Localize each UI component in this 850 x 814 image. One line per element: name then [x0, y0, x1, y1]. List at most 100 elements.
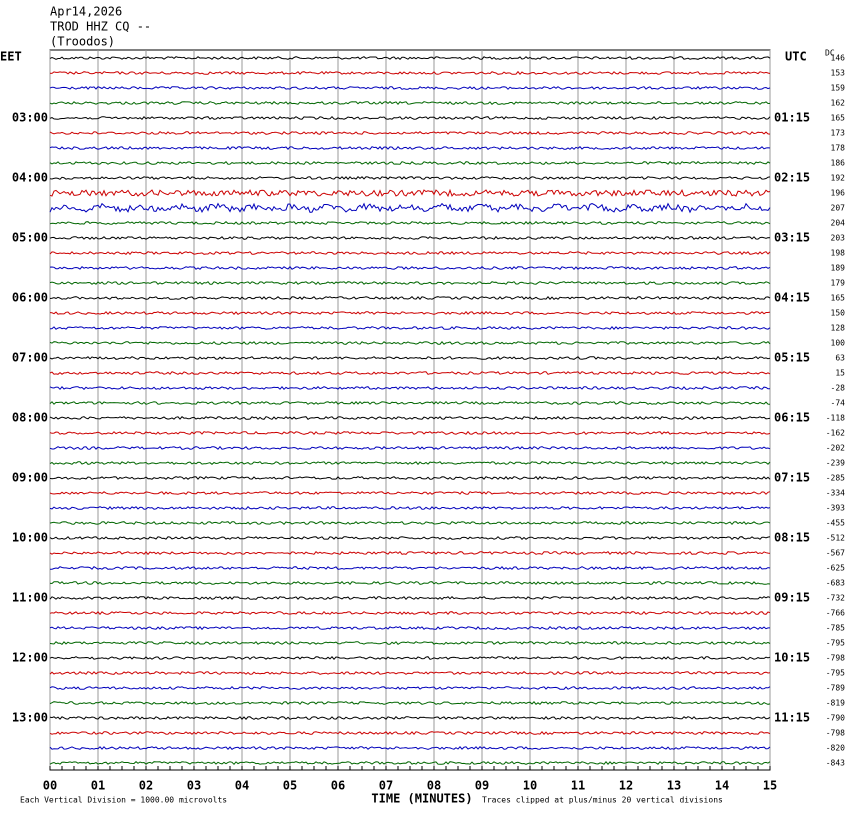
eet-time-label: 03:00 [12, 111, 48, 125]
x-tick-label: 15 [763, 779, 777, 793]
dc-offset: -285 [826, 474, 845, 483]
dc-offset: 192 [831, 174, 846, 183]
dc-offset: -819 [826, 699, 845, 708]
dc-offset: -843 [826, 759, 845, 768]
utc-time-label: 09:15 [774, 591, 810, 605]
dc-offset: -455 [826, 519, 845, 528]
dc-offset: -766 [826, 609, 845, 618]
utc-time-label: 01:15 [774, 111, 810, 125]
x-tick-label: 06 [331, 779, 345, 793]
title-line: TROD HHZ CQ -- [50, 20, 151, 34]
dc-offset: -28 [831, 384, 846, 393]
utc-time-label: 04:15 [774, 291, 810, 305]
left-zone: EET [0, 50, 22, 64]
trace [49, 625, 770, 631]
dc-offset: 178 [831, 144, 846, 153]
dc-offset: 162 [831, 99, 846, 108]
dc-offset: 146 [831, 54, 846, 63]
x-tick-label: 08 [427, 779, 441, 793]
x-axis-label: TIME (MINUTES) [371, 792, 472, 806]
dc-offset: -785 [826, 624, 845, 633]
x-tick-label: 14 [715, 779, 729, 793]
eet-time-label: 06:00 [12, 291, 48, 305]
utc-time-label: 10:15 [774, 651, 810, 665]
dc-offset: 198 [831, 249, 846, 258]
right-zone: UTC [785, 50, 807, 64]
trace [49, 596, 771, 601]
eet-time-label: 11:00 [12, 591, 48, 605]
trace [49, 56, 771, 60]
eet-time-label: 13:00 [12, 711, 48, 725]
eet-time-label: 07:00 [12, 351, 48, 365]
dc-offset: -162 [826, 429, 845, 438]
trace [49, 731, 771, 735]
dc-offset: 153 [831, 69, 846, 78]
trace [49, 400, 771, 405]
dc-offset: 196 [831, 189, 846, 198]
trace [49, 160, 771, 165]
trace [49, 685, 771, 690]
trace [49, 580, 771, 586]
trace [49, 310, 771, 315]
trace [49, 475, 771, 481]
trace [49, 745, 771, 750]
dc-offset: -795 [826, 639, 845, 648]
dc-offset: -789 [826, 684, 845, 693]
dc-offset: -820 [826, 744, 845, 753]
title-line: Apr14,2026 [50, 5, 122, 19]
x-tick-label: 12 [619, 779, 633, 793]
trace [49, 715, 771, 721]
trace [49, 700, 771, 705]
trace [49, 416, 771, 420]
trace [49, 505, 771, 510]
utc-time-label: 11:15 [774, 711, 810, 725]
trace [49, 670, 771, 675]
dc-offset: -74 [831, 399, 846, 408]
dc-offset: -202 [826, 444, 845, 453]
trace [49, 521, 771, 526]
dc-offset: -118 [826, 414, 845, 423]
trace [49, 761, 771, 766]
utc-time-label: 07:15 [774, 471, 810, 485]
dc-offset: 204 [831, 219, 846, 228]
trace [49, 86, 771, 90]
trace [49, 101, 771, 106]
utc-time-label: 03:15 [774, 231, 810, 245]
trace [49, 536, 771, 541]
dc-offset: 63 [835, 354, 845, 363]
trace [49, 296, 771, 300]
dc-offset: -795 [826, 669, 845, 678]
trace [49, 115, 771, 121]
dc-offset: -683 [826, 579, 845, 588]
dc-offset: -798 [826, 729, 845, 738]
trace [49, 445, 771, 451]
utc-time-label: 05:15 [774, 351, 810, 365]
x-tick-label: 10 [523, 779, 537, 793]
utc-time-label: 06:15 [774, 411, 810, 425]
trace [49, 550, 771, 556]
eet-time-label: 10:00 [12, 531, 48, 545]
dc-offset: -625 [826, 564, 845, 573]
x-tick-label: 13 [667, 779, 681, 793]
eet-time-label: 09:00 [12, 471, 48, 485]
x-tick-label: 04 [235, 779, 249, 793]
trace [49, 610, 771, 616]
x-tick-label: 03 [187, 779, 201, 793]
eet-time-label: 04:00 [12, 171, 48, 185]
note-left: Each Vertical Division = 1000.00 microvo… [20, 796, 227, 805]
trace [49, 145, 771, 151]
dc-offset: -798 [826, 654, 845, 663]
x-tick-label: 07 [379, 779, 393, 793]
dc-offset: -334 [826, 489, 845, 498]
title-line: (Troodos) [50, 35, 115, 49]
trace [49, 220, 771, 225]
trace [49, 175, 771, 180]
trace [49, 566, 771, 570]
eet-time-label: 05:00 [12, 231, 48, 245]
dc-offset: -790 [826, 714, 845, 723]
trace [49, 656, 771, 660]
dc-offset: 100 [831, 339, 846, 348]
dc-header: DC [825, 49, 835, 58]
x-tick-label: 05 [283, 779, 297, 793]
